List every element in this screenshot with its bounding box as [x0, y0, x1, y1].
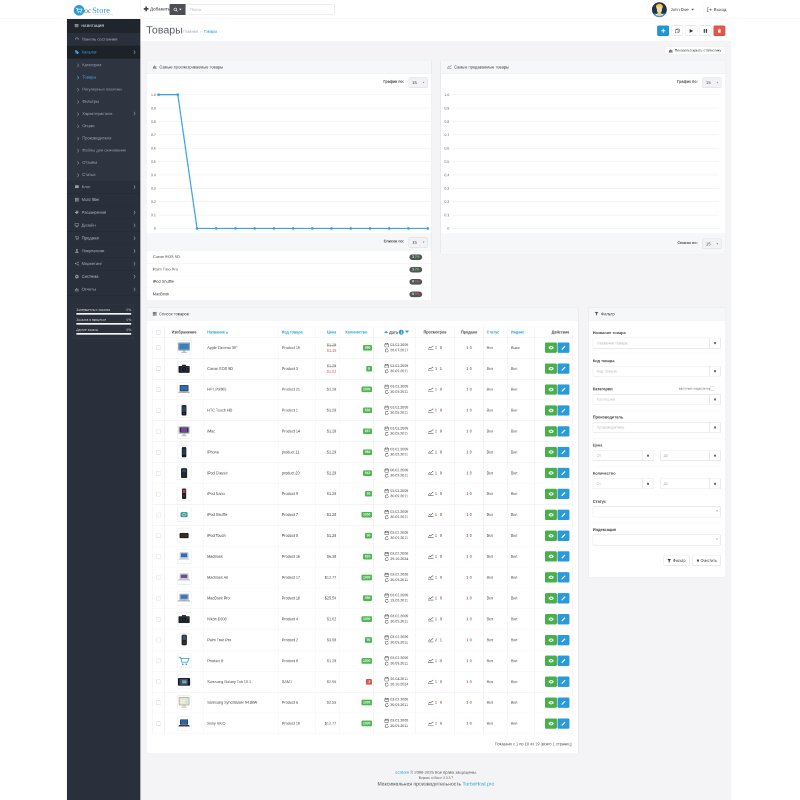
- svg-text:0,4: 0,4: [444, 173, 449, 177]
- svg-text:0,7: 0,7: [444, 133, 449, 137]
- svg-text:1,0: 1,0: [444, 93, 449, 97]
- svg-text:0.6: 0.6: [151, 146, 156, 150]
- svg-text:0.5: 0.5: [151, 160, 156, 164]
- svg-text:0,2: 0,2: [444, 200, 449, 204]
- svg-text:0.8: 0.8: [151, 120, 156, 124]
- svg-text:0: 0: [154, 227, 156, 231]
- svg-text:0,8: 0,8: [444, 120, 449, 124]
- svg-text:0,5: 0,5: [444, 160, 449, 164]
- svg-text:0,3: 0,3: [444, 187, 449, 191]
- svg-text:0.3: 0.3: [151, 187, 156, 191]
- svg-text:oc: oc: [84, 6, 92, 15]
- svg-text:open source shopping: open source shopping: [93, 13, 113, 16]
- svg-text:0,9: 0,9: [444, 106, 449, 110]
- svg-text:0.9: 0.9: [151, 106, 156, 110]
- svg-text:0.2: 0.2: [151, 200, 156, 204]
- svg-text:0,1: 0,1: [444, 213, 449, 217]
- svg-text:0.7: 0.7: [151, 133, 156, 137]
- svg-text:Store: Store: [92, 5, 110, 15]
- svg-text:0: 0: [447, 227, 449, 231]
- svg-text:0.1: 0.1: [151, 213, 156, 217]
- svg-text:0,6: 0,6: [444, 146, 449, 150]
- svg-text:0.4: 0.4: [151, 173, 156, 177]
- svg-text:1.0: 1.0: [151, 93, 156, 97]
